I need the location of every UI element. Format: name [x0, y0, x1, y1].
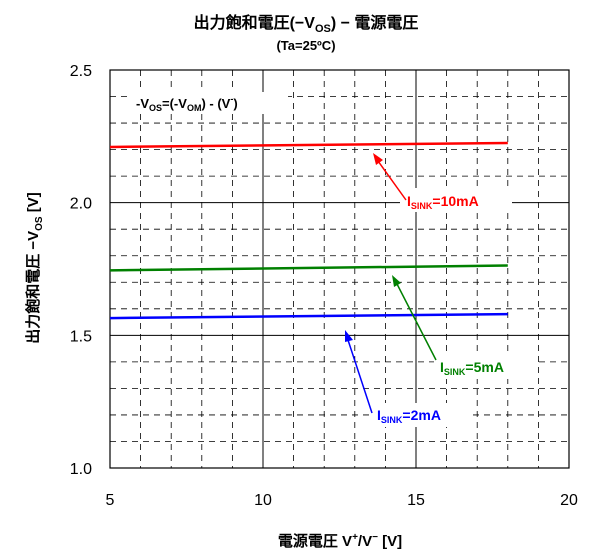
series-lines: [109, 141, 508, 320]
plot-frame: [109, 69, 570, 469]
series-line-2: [109, 312, 508, 320]
y-tick-label: 2.0: [70, 196, 92, 213]
y-tick-labels: 1.0 1.5 2.0 2.5: [70, 63, 92, 478]
formula-annotation: -VOS=(-VOM) - (V-): [136, 94, 238, 113]
series-label-text: ISINK=10mA: [407, 193, 479, 211]
chart-title: 出力飽和電圧(−VOS) − 電源電圧: [194, 13, 419, 35]
y-tick-label: 2.5: [70, 63, 92, 80]
series-line-0: [109, 141, 508, 149]
y-tick-label: 1.5: [70, 328, 92, 345]
series-label-text: ISINK=2mA: [377, 407, 441, 425]
label-background: [400, 188, 512, 212]
x-tick-label: 5: [106, 492, 115, 509]
series-label-text: ISINK=5mA: [440, 359, 504, 377]
series-line-1: [109, 264, 508, 272]
y-axis-label: 出力飽和電圧 −VOS [V]: [24, 192, 45, 344]
series-label-10ma: ISINK=10mA: [400, 188, 512, 212]
x-tick-label: 10: [254, 492, 272, 509]
y-tick-label: 1.0: [70, 461, 92, 478]
chart-subtitle: (Ta=25ºC): [276, 38, 335, 53]
x-axis-label: 電源電圧 V+/V− [V]: [278, 532, 402, 550]
x-tick-label: 15: [407, 492, 425, 509]
series-label-5ma: ISINK=5mA: [434, 355, 534, 379]
label-background: [371, 403, 471, 427]
label-background: [434, 355, 534, 379]
x-tick-labels: 5 10 15 20: [106, 492, 578, 509]
formula-background: [130, 92, 288, 114]
arrow-2ma: [345, 330, 373, 414]
arrow-5ma: [392, 275, 437, 361]
arrow-10ma: [373, 153, 407, 201]
series-label-2ma: ISINK=2mA: [371, 403, 471, 427]
x-tick-label: 20: [560, 492, 578, 509]
